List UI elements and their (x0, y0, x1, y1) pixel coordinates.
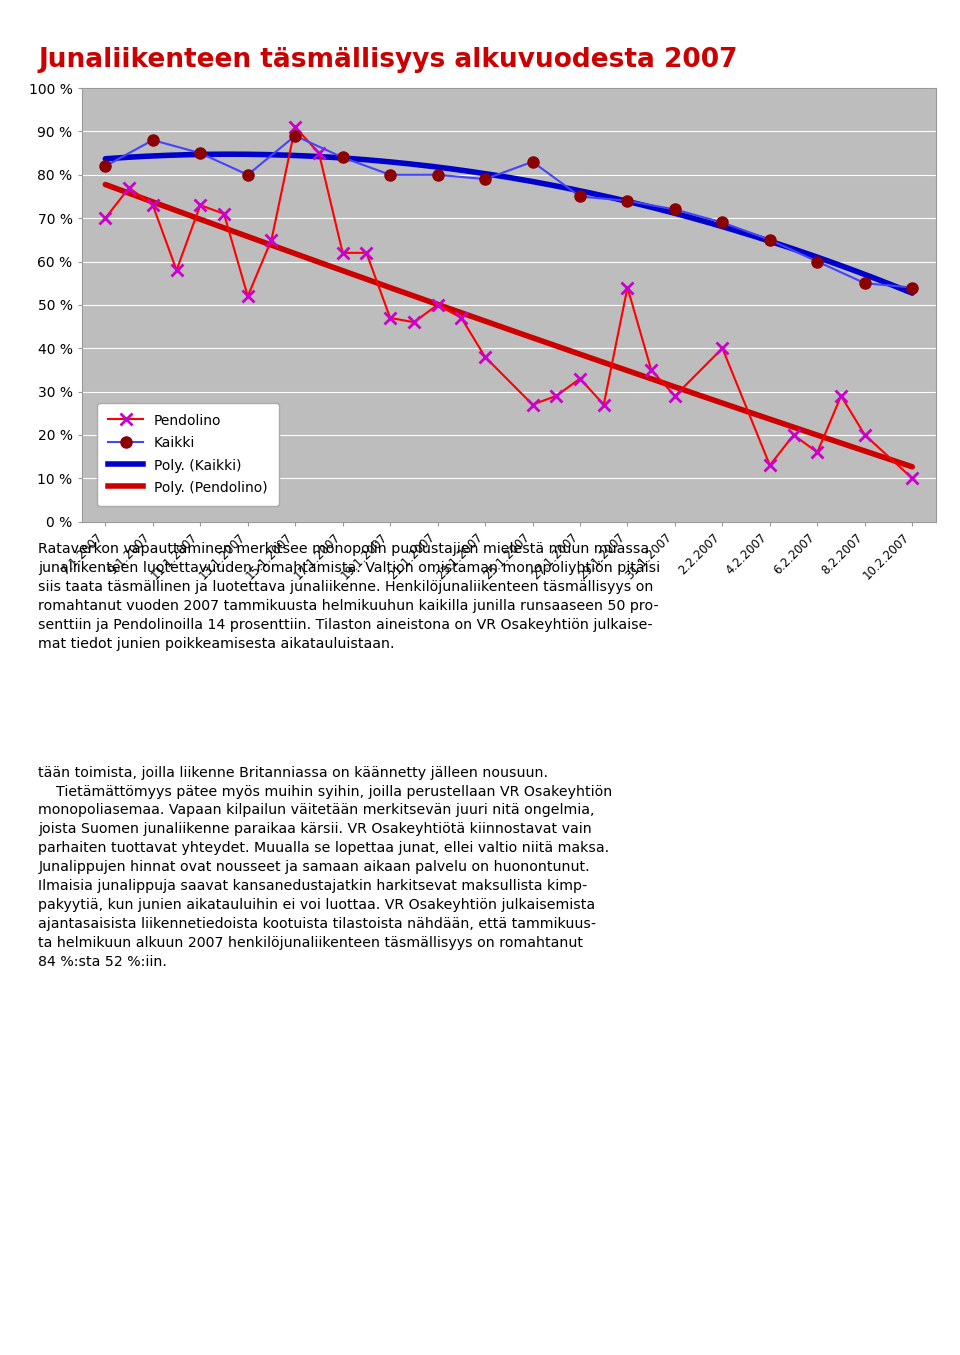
Pendolino (456, 310, 468, 327)
Pendolino (811, 444, 823, 461)
Pendolino (859, 427, 871, 443)
Pendolino (669, 388, 681, 404)
Pendolino (147, 196, 158, 213)
Pendolino (764, 457, 776, 473)
Pendolino (645, 362, 657, 378)
Kaikki (384, 167, 396, 183)
Kaikki (622, 192, 634, 209)
Pendolino (716, 340, 728, 356)
Pendolino (337, 245, 348, 262)
Text: Junaliikenteen täsmällisyys alkuvuodesta 2007: Junaliikenteen täsmällisyys alkuvuodesta… (38, 47, 738, 73)
Pendolino (123, 180, 134, 196)
Pendolino (408, 314, 420, 331)
Pendolino (266, 232, 277, 248)
Kaikki (195, 145, 206, 161)
Text: tään toimista, joilla liikenne Britanniassa on käännetty jälleen nousuun.
    Ti: tään toimista, joilla liikenne Britannia… (38, 766, 612, 969)
Kaikki (764, 232, 776, 248)
Pendolino (242, 289, 253, 305)
Text: Rataverkon vapauttaminen merkitsee monopolin puolustajien mielestä muun muassa
j: Rataverkon vapauttaminen merkitsee monop… (38, 542, 660, 650)
Kaikki (716, 214, 728, 230)
Pendolino (574, 370, 586, 386)
Pendolino (906, 470, 918, 486)
Pendolino (598, 397, 610, 413)
Kaikki (811, 253, 823, 270)
Kaikki (242, 167, 253, 183)
Kaikki (527, 153, 539, 169)
Kaikki (574, 188, 586, 205)
Kaikki (290, 127, 301, 144)
Pendolino (788, 427, 800, 443)
Pendolino (550, 388, 562, 404)
Kaikki (906, 279, 918, 295)
Pendolino (527, 397, 539, 413)
Kaikki (100, 159, 111, 175)
Legend: Pendolino, Kaikki, Poly. (Kaikki), Poly. (Pendolino): Pendolino, Kaikki, Poly. (Kaikki), Poly.… (97, 402, 278, 505)
Text: 7: 7 (473, 1295, 487, 1314)
Pendolino (361, 245, 372, 262)
Pendolino (100, 210, 111, 226)
Pendolino (218, 206, 229, 222)
Kaikki (147, 131, 158, 148)
Pendolino (290, 119, 301, 136)
Line: Kaikki: Kaikki (100, 130, 918, 293)
Kaikki (337, 149, 348, 165)
Pendolino (622, 279, 634, 295)
Pendolino (835, 388, 847, 404)
Kaikki (859, 275, 871, 291)
Kaikki (479, 171, 491, 187)
Kaikki (669, 202, 681, 218)
Pendolino (171, 262, 182, 278)
Line: Pendolino: Pendolino (99, 121, 919, 485)
Pendolino (479, 348, 491, 364)
Pendolino (432, 297, 444, 313)
Pendolino (384, 310, 396, 327)
Kaikki (432, 167, 444, 183)
Pendolino (195, 196, 206, 213)
Pendolino (313, 145, 324, 161)
